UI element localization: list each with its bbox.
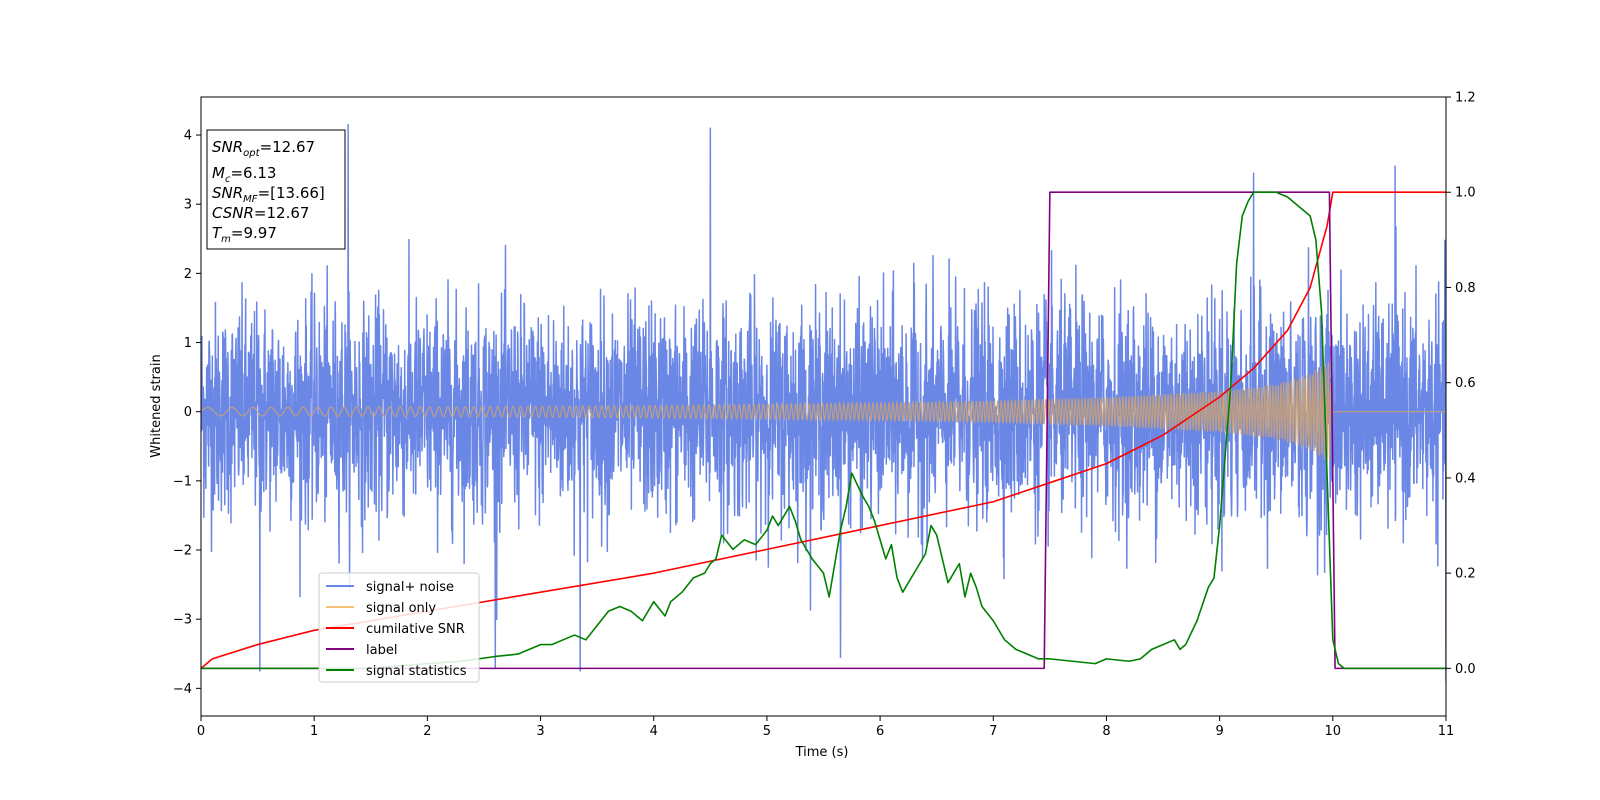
y-axis-right: 0.0 0.2 0.4 0.6 0.8 1.0 1.2 (1446, 91, 1476, 677)
y2-tick-label: 0.4 (1455, 471, 1476, 486)
info-snr-opt-subscript: opt (243, 148, 260, 159)
series-signal-only (201, 361, 1446, 461)
legend-label: signal+ noise (366, 580, 454, 595)
info-csnr-value: =12.67 (254, 204, 310, 222)
y2-tick-label: 0.2 (1455, 567, 1476, 582)
x-tick-label: 5 (763, 724, 771, 739)
y2-tick-label: 1.2 (1455, 91, 1476, 106)
y-tick-label: 4 (184, 129, 192, 144)
info-snr-opt-value: =12.67 (260, 138, 316, 156)
info-tm-value: =9.97 (231, 224, 277, 242)
x-tick-label: 9 (1215, 724, 1223, 739)
y-tick-label: 1 (184, 336, 192, 351)
y-tick-label: 0 (184, 405, 192, 420)
info-merger-time: Tm=9.97 (212, 224, 277, 245)
y-tick-label: −1 (173, 474, 192, 489)
x-axis: 0 1 2 3 4 5 6 7 8 9 10 11 (197, 716, 1454, 739)
y-tick-label: −2 (173, 544, 192, 559)
info-snr-mf: SNRMF=[13.66] (212, 184, 325, 205)
legend-label: cumilative SNR (366, 622, 465, 637)
info-box-frame (206, 129, 346, 250)
x-tick-label: 8 (1102, 724, 1110, 739)
y2-tick-label: 0.6 (1455, 376, 1476, 391)
info-snr-mf-symbol: SNR (212, 184, 243, 202)
info-snr-mf-value: =[13.66] (258, 184, 325, 202)
y-axis-left: −4 −3 −2 −1 0 1 2 3 4 (173, 129, 201, 697)
legend-label: signal statistics (366, 664, 467, 679)
plot-frame (200, 96, 1447, 717)
info-snr-opt-symbol: SNR (212, 138, 243, 156)
legend-entries: signal+ noise signal only cumilative SNR la… (326, 580, 467, 679)
info-chirp-mass: Mc=6.13 (212, 164, 276, 185)
legend-frame (318, 572, 480, 683)
series-signal-noise (201, 123, 1446, 682)
x-tick-label: 0 (197, 724, 205, 739)
x-tick-label: 4 (650, 724, 658, 739)
info-snr-mf-subscript: MF (243, 194, 258, 205)
y-tick-label: −4 (173, 682, 192, 697)
y2-tick-label: 1.0 (1455, 186, 1476, 201)
legend: signal+ noise signal only cumilative SNR la… (318, 572, 480, 683)
y-tick-label: 2 (184, 267, 192, 282)
info-box: SNRopt=12.67 Mc=6.13 SNRMF=[13.66] CSNR=… (206, 129, 346, 250)
y2-tick-label: 0.0 (1455, 662, 1476, 677)
x-tick-label: 3 (536, 724, 544, 739)
x-tick-label: 6 (876, 724, 884, 739)
info-mc-subscript: c (225, 174, 231, 185)
y-tick-label: 3 (184, 198, 192, 213)
info-mc-value: =6.13 (230, 164, 276, 182)
info-csnr-symbol: CSNR (212, 204, 254, 222)
y-axis-label: Whitened strain (149, 354, 164, 457)
info-snr-opt: SNRopt=12.67 (212, 138, 315, 159)
x-tick-label: 7 (989, 724, 997, 739)
x-tick-label: 10 (1325, 724, 1342, 739)
x-tick-label: 2 (423, 724, 431, 739)
x-tick-label: 1 (310, 724, 318, 739)
y2-tick-label: 0.8 (1455, 281, 1476, 296)
x-tick-label: 11 (1438, 724, 1455, 739)
y-tick-label: −3 (173, 613, 192, 628)
legend-label: signal only (366, 601, 436, 616)
legend-label: label (366, 643, 397, 658)
info-tm-symbol: T (212, 224, 223, 242)
info-mc-symbol: M (212, 164, 225, 182)
series-signal-statistics (201, 191, 1446, 670)
info-csnr: CSNR=12.67 (212, 204, 309, 222)
info-tm-subscript: m (221, 234, 231, 245)
x-axis-label: Time (s) (795, 745, 849, 760)
